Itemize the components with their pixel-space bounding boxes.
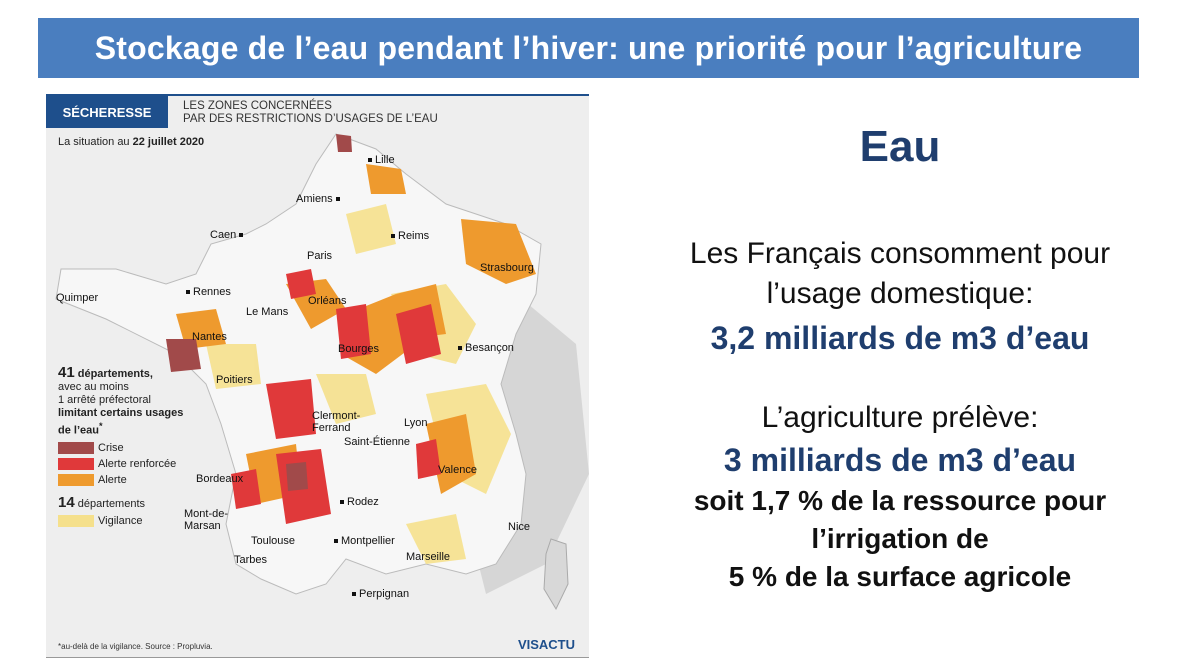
text-line-1: Les Français consomment pour — [689, 237, 1111, 270]
city-nice: Nice — [508, 521, 531, 533]
france-map-graphic — [46, 94, 589, 658]
legend-count-1-text: départements, — [77, 368, 153, 380]
map-legend: 41 départements, avec au moins 1 arrêté … — [58, 364, 198, 527]
legend-item-alerte: Alerte — [58, 473, 198, 486]
city-orleans: Orléans — [308, 295, 347, 307]
city-strasbourg: Strasbourg — [480, 262, 534, 274]
legend-item-vigilance: Vigilance — [58, 514, 198, 527]
city-amiens: Amiens — [296, 193, 340, 205]
legend-line-5: de l’eau — [58, 424, 99, 437]
legend-line-4: limitant certains usages — [58, 407, 184, 419]
heading-eau: Eau — [859, 122, 941, 171]
situation-date-value: 22 juillet 2020 — [132, 136, 205, 148]
city-quimper: Quimper — [56, 292, 99, 304]
map-footnote: *au-delà de la vigilance. Source : Propl… — [58, 642, 213, 651]
city-clermont-ferrand: Clermont- Ferrand — [312, 410, 361, 434]
city-saint-etienne: Saint-Étienne — [344, 436, 411, 448]
drought-tag: SÉCHERESSE — [46, 96, 168, 128]
content-column: Eau Les Français consomment pour l’usage… — [640, 110, 1160, 596]
city-perpignan: Perpignan — [352, 588, 409, 600]
france-outline — [55, 133, 542, 595]
legend-swatch-vigilance — [58, 514, 94, 527]
city-lyon: Lyon — [404, 417, 428, 429]
legend-count-2: 14 — [58, 493, 75, 511]
city-mont-de-marsan: Mont-de- Marsan — [184, 508, 229, 532]
city-bourges: Bourges — [338, 343, 379, 355]
city-lemans: Le Mans — [246, 306, 289, 318]
legend-swatch-crise — [58, 441, 94, 454]
map-subtitle-line1: LES ZONES CONCERNÉES — [183, 100, 332, 112]
strong-line-2: l’irrigation de — [811, 523, 989, 554]
text-line-2: l’usage domestique: — [766, 277, 1034, 310]
legend-swatch-alerte-renforcee — [58, 457, 94, 470]
city-reims: Reims — [391, 230, 429, 242]
legend-count-1: 41 — [58, 364, 75, 381]
text-line-3: L’agriculture prélève: — [761, 401, 1039, 434]
city-nantes: Nantes — [192, 331, 227, 343]
legend-item-alerte-renforcee: Alerte renforcée — [58, 457, 198, 470]
city-valence: Valence — [438, 464, 477, 476]
map-bottom-rule — [46, 657, 589, 658]
city-marseille: Marseille — [406, 551, 451, 563]
header-rule — [46, 94, 589, 96]
city-poitiers: Poitiers — [216, 374, 253, 386]
city-montpellier: Montpellier — [334, 535, 395, 547]
map-subtitle: LES ZONES CONCERNÉES PAR DES RESTRICTION… — [183, 100, 438, 126]
city-lille: Lille — [368, 154, 395, 166]
city-bordeaux: Bordeaux — [196, 473, 244, 485]
highlight-domestic: 3,2 milliards de m3 d’eau — [710, 320, 1090, 356]
city-tarbes: Tarbes — [234, 554, 268, 566]
slide-title: Stockage de l’eau pendant l’hiver: une p… — [38, 18, 1139, 78]
situation-prefix: La situation au — [58, 136, 130, 148]
drought-map: SÉCHERESSE LES ZONES CONCERNÉES PAR DES … — [46, 94, 589, 658]
legend-star: * — [98, 421, 103, 431]
legend-item-crise: Crise — [58, 441, 198, 454]
strong-line-3: 5 % de la surface agricole — [728, 561, 1072, 592]
map-subtitle-line2: PAR DES RESTRICTIONS D’USAGES DE L’EAU — [183, 113, 438, 125]
city-rennes: Rennes — [186, 286, 231, 298]
highlight-agriculture: 3 milliards de m3 d’eau — [723, 442, 1077, 478]
visactu-logo: VISACTU — [517, 637, 575, 652]
city-caen: Caen — [210, 229, 244, 241]
strong-line-1: soit 1,7 % de la ressource pour — [693, 485, 1107, 516]
city-besancon: Besançon — [458, 342, 514, 354]
situation-date: La situation au 22 juillet 2020 — [58, 136, 204, 148]
legend-line-2: avec au moins — [58, 381, 129, 393]
city-rodez: Rodez — [340, 496, 379, 508]
corsica — [543, 538, 569, 611]
legend-line-3: 1 arrêté préfectoral — [58, 394, 151, 406]
city-toulouse: Toulouse — [251, 535, 296, 547]
legend-swatch-alerte — [58, 473, 94, 486]
legend-count-2-text: départements — [77, 497, 146, 510]
city-paris: Paris — [307, 250, 333, 262]
